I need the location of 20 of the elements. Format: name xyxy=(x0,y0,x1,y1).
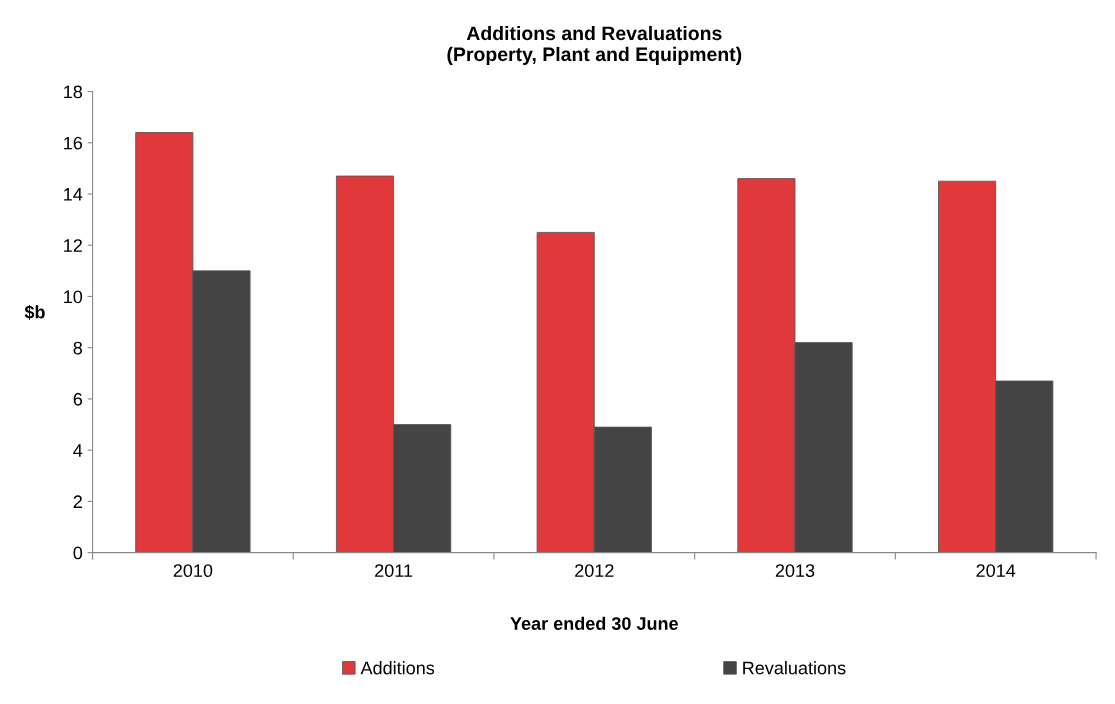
y-tick-label: 18 xyxy=(64,85,83,99)
y-tick-label: 0 xyxy=(73,546,83,560)
chart-title: Additions and Revaluations (Property, Plant and Equipment) xyxy=(447,25,742,65)
x-tick-label: 2010 xyxy=(173,564,213,578)
legend-label: Additions xyxy=(360,661,435,675)
x-axis-title: Year ended 30 June xyxy=(510,616,678,630)
y-tick-label: 10 xyxy=(64,290,83,304)
y-tick-label: 2 xyxy=(73,495,82,508)
legend-label: Revaluations xyxy=(743,661,846,675)
y-tick-label: 16 xyxy=(64,136,83,150)
x-tick-label: 2014 xyxy=(976,564,1016,578)
x-tick-label: 2013 xyxy=(775,564,815,578)
y-tick-label: 8 xyxy=(73,341,83,355)
x-tick-label: 2011 xyxy=(375,564,413,578)
y-tick-label: 14 xyxy=(64,188,83,201)
y-tick-label: 6 xyxy=(73,392,83,406)
y-axis-title: $b xyxy=(24,304,45,320)
y-tick-label: 4 xyxy=(73,444,83,457)
y-tick-label: 12 xyxy=(64,239,82,252)
x-tick-label: 2012 xyxy=(575,564,614,578)
